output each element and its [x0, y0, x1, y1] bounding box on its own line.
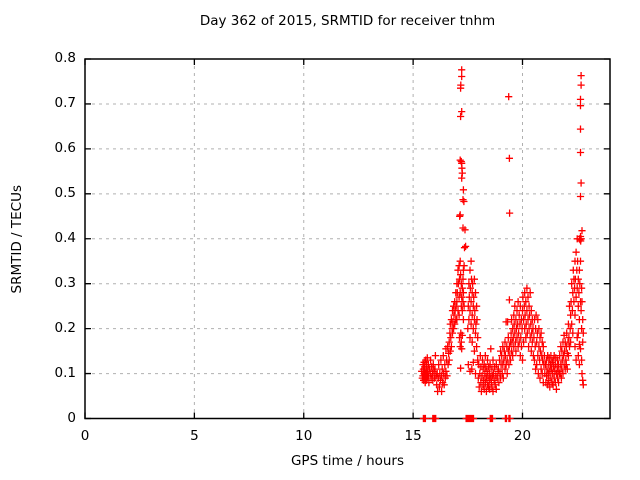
x-tick-label: 15 [404, 428, 422, 444]
gridlines [85, 59, 610, 419]
x-tick-label: 10 [295, 428, 313, 444]
y-tick-label: 0.2 [54, 319, 76, 336]
y-tick-label: 0 [67, 409, 76, 426]
y-tick-label: 0.7 [54, 94, 76, 111]
x-axis-label: GPS time / hours [290, 453, 405, 469]
chart-title: Day 362 of 2015, SRMTID for receiver tnh… [199, 13, 496, 29]
y-tick-label: 0.6 [54, 139, 76, 156]
data-points [418, 66, 587, 423]
y-tick-label: 0.4 [54, 229, 76, 246]
x-tick-label: 0 [80, 428, 90, 444]
y-tick-label: 0.1 [54, 364, 76, 381]
y-tick-label: 0.5 [54, 184, 76, 201]
y-tick-label: 0.8 [54, 50, 76, 66]
y-tick-label: 0.3 [54, 274, 76, 291]
x-tick-label: 20 [513, 428, 532, 444]
x-tick-label: 5 [190, 428, 199, 444]
plot-border [84, 58, 611, 420]
